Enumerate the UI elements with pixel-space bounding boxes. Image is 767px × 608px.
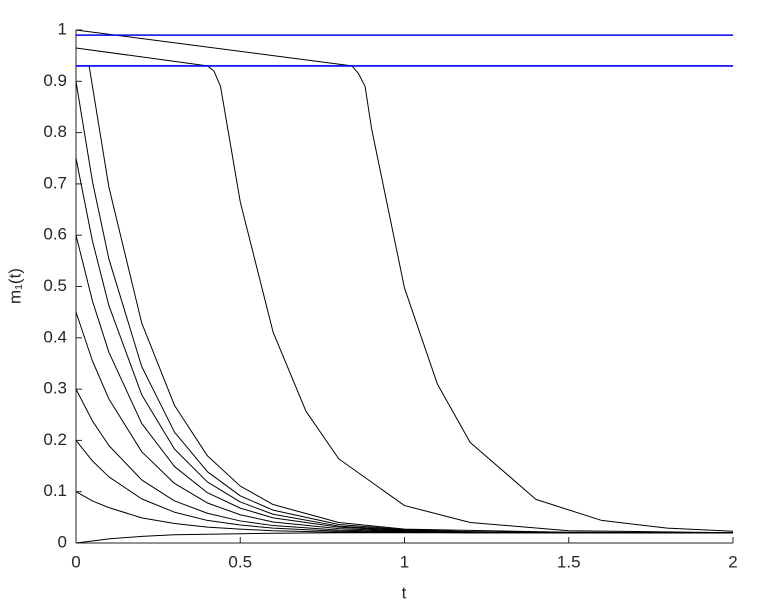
- data-line: [75, 311, 733, 534]
- x-axis-label: t: [402, 583, 407, 602]
- y-tick-label: 0: [58, 532, 67, 551]
- y-tick-label: 1: [58, 19, 67, 38]
- x-tick-label: 1: [400, 552, 409, 571]
- y-tick-label: 0.5: [43, 276, 67, 295]
- y-tick-label: 0.9: [43, 71, 67, 90]
- data-line: [75, 158, 733, 534]
- data-line: [75, 532, 733, 544]
- y-tick-label: 0.7: [43, 173, 67, 192]
- y-tick-label: 0.4: [43, 327, 67, 346]
- y-axis-label: m₁(t): [5, 268, 24, 304]
- y-tick-label: 0.1: [43, 481, 67, 500]
- x-tick-label: 0: [71, 552, 80, 571]
- data-line: [76, 65, 734, 534]
- y-tick-label: 0.8: [43, 122, 67, 141]
- data-line: [75, 388, 733, 534]
- data-line: [75, 440, 733, 534]
- x-tick-label: 0.5: [228, 552, 252, 571]
- data-line: [75, 235, 733, 534]
- y-tick-label: 0.6: [43, 225, 67, 244]
- y-tick-label: 0.2: [43, 430, 67, 449]
- x-tick-label: 1.5: [557, 552, 581, 571]
- data-line: [75, 47, 734, 534]
- data-line: [75, 81, 733, 534]
- data-line: [75, 29, 734, 532]
- y-tick-label: 0.3: [43, 379, 67, 398]
- x-tick-label: 2: [728, 552, 737, 571]
